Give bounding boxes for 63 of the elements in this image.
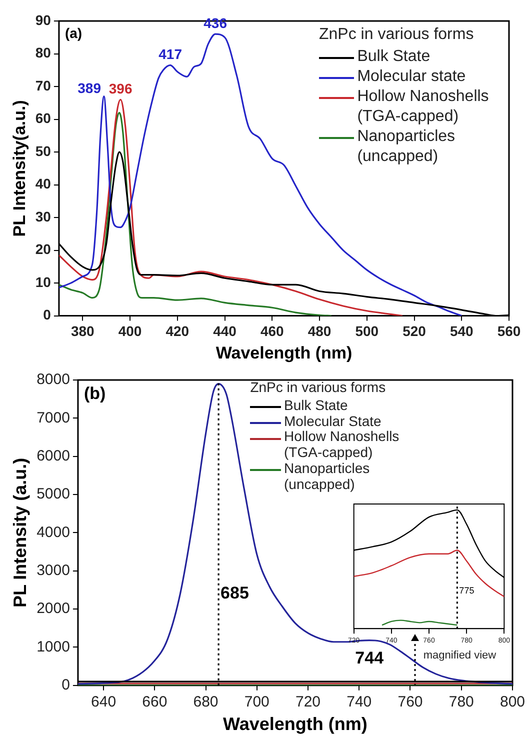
legend-label: Nanoparticles (uncapped) <box>284 460 371 493</box>
annotation: 744 <box>355 648 384 668</box>
y-tick-label: 2000 <box>36 600 70 618</box>
x-tick-label: 380 <box>70 323 95 340</box>
legend-label: Nanoparticles (uncapped) <box>357 127 456 167</box>
x-tick-label: 780 <box>448 694 474 711</box>
ref-line-label: 775 <box>459 586 474 596</box>
legend-label: Bulk State <box>284 396 349 414</box>
y-tick-label: 20 <box>35 241 52 258</box>
y-tick-label: 7000 <box>36 409 70 426</box>
legend-label: Bulk State <box>357 47 432 67</box>
annotation: 417 <box>158 46 182 62</box>
x-tick-label: 760 <box>398 694 423 711</box>
legend-label: Molecular state <box>357 67 467 87</box>
legend-label: Hollow Nanoshells (TGA-capped) <box>284 428 400 462</box>
x-tick-label: 400 <box>118 323 142 340</box>
x-tick-label: 680 <box>193 694 218 711</box>
annotation: 389 <box>78 80 102 96</box>
y-tick-label: 4000 <box>36 524 70 541</box>
legend-label: Molecular State <box>284 412 382 430</box>
x-tick-label: 460 <box>260 323 284 340</box>
legend-label: Hollow Nanoshells (TGA-capped) <box>357 87 490 127</box>
x-axis-title: Wavelength (nm) <box>216 343 352 362</box>
line-series <box>58 112 332 316</box>
x-tick-label: 800 <box>500 694 525 711</box>
x-tick-label: 720 <box>295 694 321 711</box>
y-tick-label: 70 <box>35 77 52 94</box>
x-tick-label: 440 <box>213 323 237 340</box>
y-tick-label: 3000 <box>36 562 70 580</box>
x-tick-label: 540 <box>450 323 474 340</box>
y-tick-label: 0 <box>62 676 70 694</box>
ref-line-label: 685 <box>220 583 249 602</box>
legend-title: ZnPc in various forms <box>250 379 387 396</box>
y-tick-label: 60 <box>35 110 52 126</box>
y-tick-label: 0 <box>43 306 52 323</box>
y-axis-title: PL Intensity(a.u.) <box>10 100 29 237</box>
legend-title: ZnPc in various forms <box>319 25 475 45</box>
annotation: (b) <box>84 384 106 404</box>
y-tick-label: 80 <box>35 44 52 61</box>
y-tick-label: 50 <box>35 142 52 159</box>
y-tick-label: 5000 <box>36 486 70 503</box>
x-tick-label: 520 <box>402 323 426 340</box>
x-tick-label: 700 <box>244 694 270 711</box>
annotation: 396 <box>108 80 132 96</box>
x-tick-label: 480 <box>308 323 332 340</box>
y-tick-label: 1000 <box>36 638 70 656</box>
x-axis-title: Wavelength (nm) <box>223 714 368 734</box>
x-tick-label: 740 <box>346 694 372 711</box>
annotation: (a) <box>64 24 82 41</box>
y-tick-label: 6000 <box>36 447 70 464</box>
x-tick-label: 560 <box>497 323 521 340</box>
x-tick-label: 660 <box>142 694 168 711</box>
x-tick-label: 640 <box>91 694 116 711</box>
y-tick-label: 8000 <box>36 371 70 388</box>
y-tick-label: 30 <box>35 208 52 224</box>
x-tick-label: 420 <box>166 323 190 340</box>
y-tick-label: 40 <box>35 176 52 192</box>
y-tick-label: 90 <box>35 12 52 28</box>
annotation: magnified view <box>423 649 496 662</box>
line-series <box>78 383 512 685</box>
x-tick-label: 500 <box>355 323 379 340</box>
y-axis-title: PL Intensity (a.u.) <box>10 458 30 608</box>
y-tick-label: 10 <box>35 274 52 290</box>
